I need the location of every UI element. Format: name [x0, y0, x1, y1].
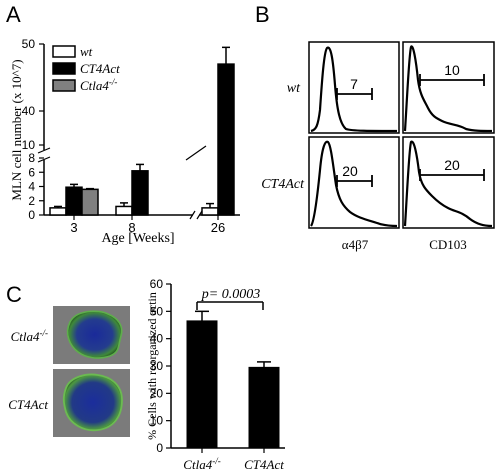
gate-wt-cd103: 10 — [419, 62, 485, 86]
column-label-cd103: CD103 — [429, 237, 467, 252]
bar-wt — [115, 205, 133, 216]
gate-value: 10 — [444, 62, 460, 78]
bar-ctla4 — [186, 320, 218, 449]
c-y-tick-label: 30 — [150, 359, 164, 373]
bar-ct4act — [65, 186, 83, 216]
a-y-tick-label: 10 — [22, 138, 36, 152]
legend-label-ctla4: Ctla4-/- — [80, 77, 117, 93]
legend-swatch-wt — [52, 45, 76, 58]
histogram-ct4act-a4b7 — [310, 140, 398, 228]
image-label-ct4act: CT4Act — [8, 397, 48, 412]
bar-ct4act — [248, 366, 280, 449]
p-value-annotation: p= 0.0003 — [201, 287, 260, 302]
a-x-break-mark — [196, 210, 203, 220]
histogram-frame — [308, 41, 400, 134]
gate-ct4act-a4b7: 20 — [336, 163, 373, 187]
column-label-a4b7: α4β7 — [342, 237, 369, 252]
histogram-frame — [402, 136, 495, 229]
a-plot-break-slash — [185, 145, 207, 161]
image-label-ctla4: Ctla4-/- — [11, 328, 48, 344]
panel-letter-a: A — [6, 2, 21, 27]
row-label-wt: wt — [287, 81, 301, 96]
cell-image — [62, 373, 123, 432]
legend-swatch-ctla4 — [52, 79, 76, 92]
gate-value: 20 — [444, 157, 460, 173]
gate-value: 7 — [350, 76, 358, 92]
a-y-axis-label: MLN cell number (x 10^7) — [9, 59, 24, 200]
a-legend: wt CT4Act Ctla4-/- — [52, 44, 120, 93]
a-y-tick-label: 4 — [28, 180, 35, 194]
a-x-tick-label: 8 — [128, 220, 135, 235]
c-y-tick-label: 10 — [150, 414, 164, 428]
a-x-break-mark — [189, 210, 196, 220]
panel-b-histograms: 7 10 20 20 wt CT4Act α4β7 CD103 — [261, 41, 495, 252]
c-y-tick-label: 50 — [150, 304, 164, 318]
bar-wt — [49, 207, 67, 216]
a-x-axis-label: Age [Weeks] — [101, 231, 174, 246]
c-category-label: Ctla4-/- — [183, 456, 220, 472]
c-y-tick-label: 0 — [156, 441, 163, 455]
histogram-frame — [308, 136, 400, 229]
c-y-axis-label: % Cells with reorganized actin — [145, 292, 159, 440]
histogram-ct4act-cd103 — [403, 140, 493, 228]
bar-ct4act — [131, 170, 149, 216]
a-y-tick-label: 8 — [28, 151, 35, 165]
a-x-tick-label: 3 — [70, 220, 77, 235]
a-x-tick-label: 26 — [211, 220, 225, 235]
row-label-ct4act: CT4Act — [261, 177, 305, 192]
gate-ct4act-cd103: 20 — [419, 157, 485, 181]
histogram-wt-cd103 — [403, 45, 493, 133]
a-x-ticks: 3 8 26 — [70, 215, 225, 235]
a-y-break-mark — [37, 156, 51, 163]
gate-wt-a4b7: 7 — [336, 76, 373, 100]
a-y-break-mark — [37, 147, 51, 154]
bar-ct4act — [217, 63, 235, 216]
panel-letter-b: B — [255, 2, 270, 27]
bar-wt — [201, 207, 219, 216]
bar-ctla4 — [81, 188, 99, 216]
a-y-tick-label: 6 — [28, 165, 35, 179]
c-category-label: CT4Act — [244, 457, 284, 472]
a-y-tick-label: 50 — [22, 37, 36, 51]
a-y-tick-label: 2 — [28, 194, 35, 208]
c-y-ticks: 0 10 20 30 40 50 60 — [150, 277, 171, 455]
gate-value: 20 — [342, 163, 358, 179]
legend-swatch-ct4act — [52, 62, 76, 75]
a-bars — [49, 46, 235, 216]
panel-letter-c: C — [6, 282, 22, 307]
a-y-tick-label: 40 — [22, 104, 36, 118]
c-y-tick-label: 60 — [150, 277, 164, 291]
c-y-tick-label: 40 — [150, 332, 164, 346]
legend-label-ct4act: CT4Act — [80, 61, 120, 76]
c-bars — [186, 310, 280, 453]
a-y-tick-label: 0 — [28, 208, 35, 222]
significance-bracket: p= 0.0003 — [196, 287, 264, 310]
c-y-tick-label: 20 — [150, 386, 164, 400]
histogram-wt-a4b7 — [310, 46, 398, 133]
legend-label-wt: wt — [80, 44, 93, 59]
histogram-frame — [402, 41, 495, 134]
cell-image — [66, 310, 123, 359]
